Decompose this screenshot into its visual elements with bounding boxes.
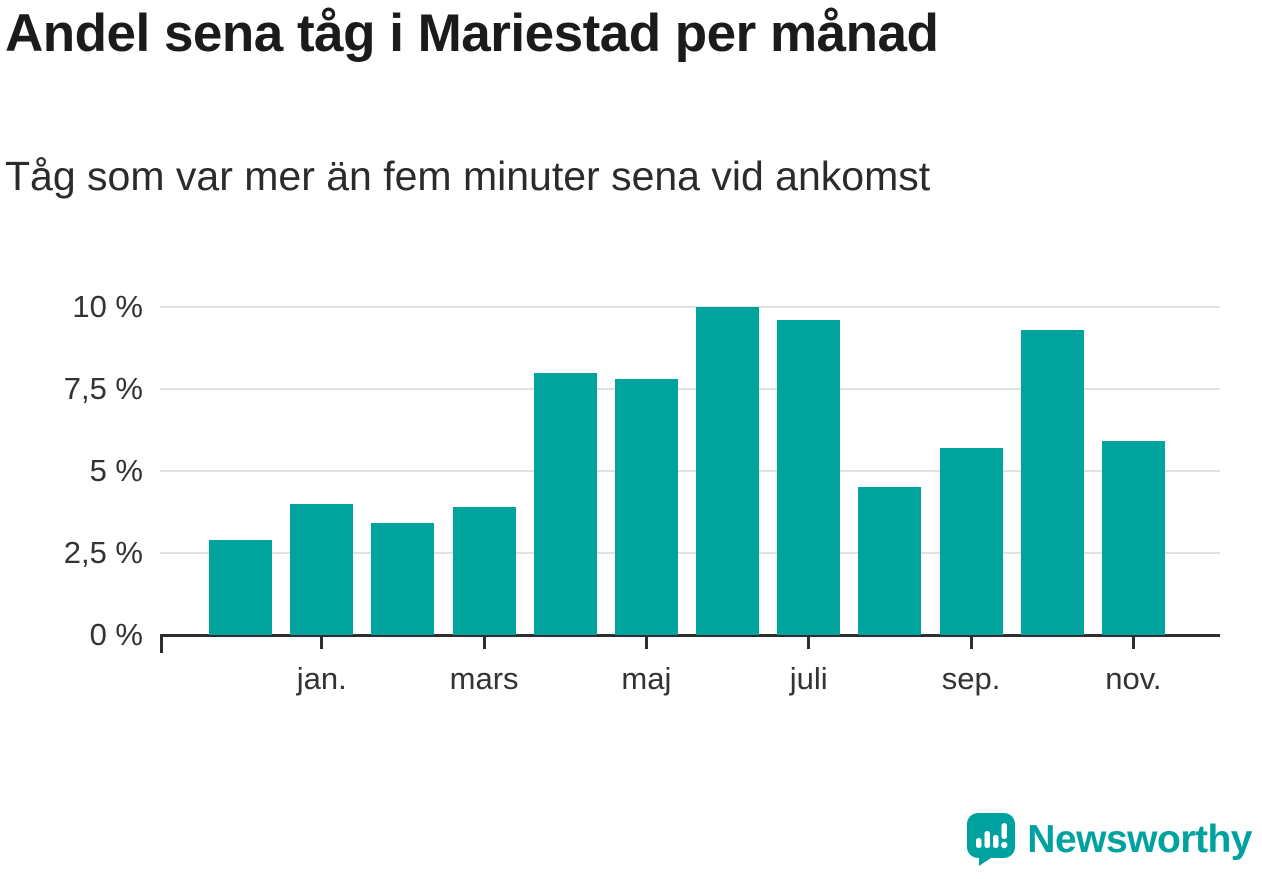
x-axis-tick-label: juli <box>789 661 828 696</box>
bar <box>939 448 1003 635</box>
y-axis-tick-label: 0 % <box>89 617 143 652</box>
x-axis-tick-label: mars <box>449 661 519 696</box>
bar <box>209 539 273 635</box>
y-axis-tick-label: 10 % <box>72 289 143 324</box>
chart-title: Andel sena tåg i Mariestad per månad <box>5 4 939 63</box>
x-axis-tick-label: nov. <box>1105 661 1162 696</box>
brand-footer: Newsworthy <box>967 813 1252 867</box>
bar <box>1101 441 1165 635</box>
brand-name: Newsworthy <box>1027 818 1252 861</box>
gridline <box>160 470 1220 472</box>
x-axis-tick <box>644 637 648 649</box>
bar <box>1020 329 1084 635</box>
x-axis-line <box>160 634 1220 637</box>
x-axis-tick-label: jan. <box>296 661 347 696</box>
bar <box>858 487 922 635</box>
bar <box>371 523 435 635</box>
x-axis-tick <box>807 637 811 649</box>
x-axis-tick <box>320 637 324 649</box>
chart-subtitle: Tåg som var mer än fem minuter sena vid … <box>5 153 931 199</box>
bar <box>452 507 516 635</box>
x-axis-tick <box>482 637 486 649</box>
bar <box>696 307 760 635</box>
x-axis-start-tick <box>160 637 163 653</box>
y-axis-tick-label: 7,5 % <box>63 371 143 406</box>
bar <box>777 320 841 635</box>
gridline <box>160 388 1220 390</box>
newsworthy-logo-icon <box>967 813 1016 867</box>
bar <box>533 372 597 635</box>
y-axis-tick-label: 5 % <box>89 453 143 488</box>
x-axis-tick-label: maj <box>621 661 672 696</box>
bar <box>290 503 354 635</box>
y-axis-tick-label: 2,5 % <box>63 535 143 570</box>
x-axis-tick <box>969 637 973 649</box>
bar <box>614 379 678 635</box>
gridline <box>160 552 1220 554</box>
x-axis-tick-label: sep. <box>941 661 1001 696</box>
gridline <box>160 306 1220 308</box>
x-axis-tick <box>1131 637 1135 649</box>
